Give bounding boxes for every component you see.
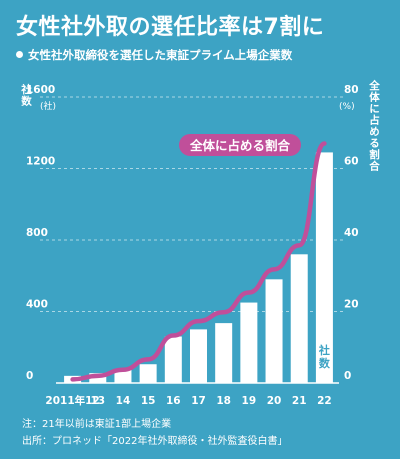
x-tick-label: 18 xyxy=(216,395,231,407)
line-label-pill xyxy=(179,134,301,156)
right-tick-label: 80 xyxy=(344,84,359,96)
bullet-dot-icon xyxy=(16,51,23,58)
x-tick-label: 22 xyxy=(317,395,332,407)
bar xyxy=(265,279,283,383)
bar xyxy=(315,152,333,383)
right-axis-label: 全体に占める割合 xyxy=(368,80,380,172)
left-tick-label: 400 xyxy=(26,299,48,311)
left-tick-label: 1200 xyxy=(26,156,55,168)
x-tick-label: 20 xyxy=(267,395,282,407)
bar xyxy=(240,302,258,383)
x-tick-label: 13 xyxy=(90,395,105,407)
x-tick-label: 17 xyxy=(191,395,206,407)
bar-series-label: 社数 xyxy=(318,343,331,370)
right-tick-label: 60 xyxy=(344,156,359,168)
left-tick-label: 1600 xyxy=(26,84,55,96)
bar xyxy=(215,323,233,383)
left-tick-label: 0 xyxy=(26,370,33,382)
footnote: 注：21年以前は東証1部上場企業 xyxy=(22,419,172,430)
left-unit-label: (社) xyxy=(40,100,56,112)
ratio-line xyxy=(70,141,327,382)
bar xyxy=(114,369,132,383)
x-tick-label: 19 xyxy=(242,395,257,407)
bar xyxy=(290,254,308,383)
subtitle-text: 女性社外取締役を選任した東証プライム上場企業数 xyxy=(28,48,293,62)
right-tick-label: 40 xyxy=(344,227,359,239)
right-tick-label: 20 xyxy=(344,299,359,311)
x-tick-label: 2011年12 xyxy=(45,394,99,407)
line-label: 全体に占める割合 xyxy=(189,138,291,153)
bar xyxy=(164,336,182,383)
left-axis-label: 社数 xyxy=(20,84,32,107)
chart-title: 女性社外取の選任比率は7割に xyxy=(16,15,325,40)
bar xyxy=(190,329,207,383)
x-tick-label: 15 xyxy=(141,395,156,407)
x-tick-label: 16 xyxy=(166,395,181,407)
left-tick-label: 800 xyxy=(26,227,48,239)
right-tick-label: 0 xyxy=(344,370,351,382)
source-note: 出所：プロネッド「2022年社外取締役・社外監査役白書」 xyxy=(22,436,288,447)
bar xyxy=(139,364,157,383)
right-unit-label: (%) xyxy=(339,102,355,112)
chart-subtitle: 女性社外取締役を選任した東証プライム上場企業数 xyxy=(16,47,292,63)
x-tick-label: 14 xyxy=(116,395,131,407)
x-tick-label: 21 xyxy=(292,395,307,407)
